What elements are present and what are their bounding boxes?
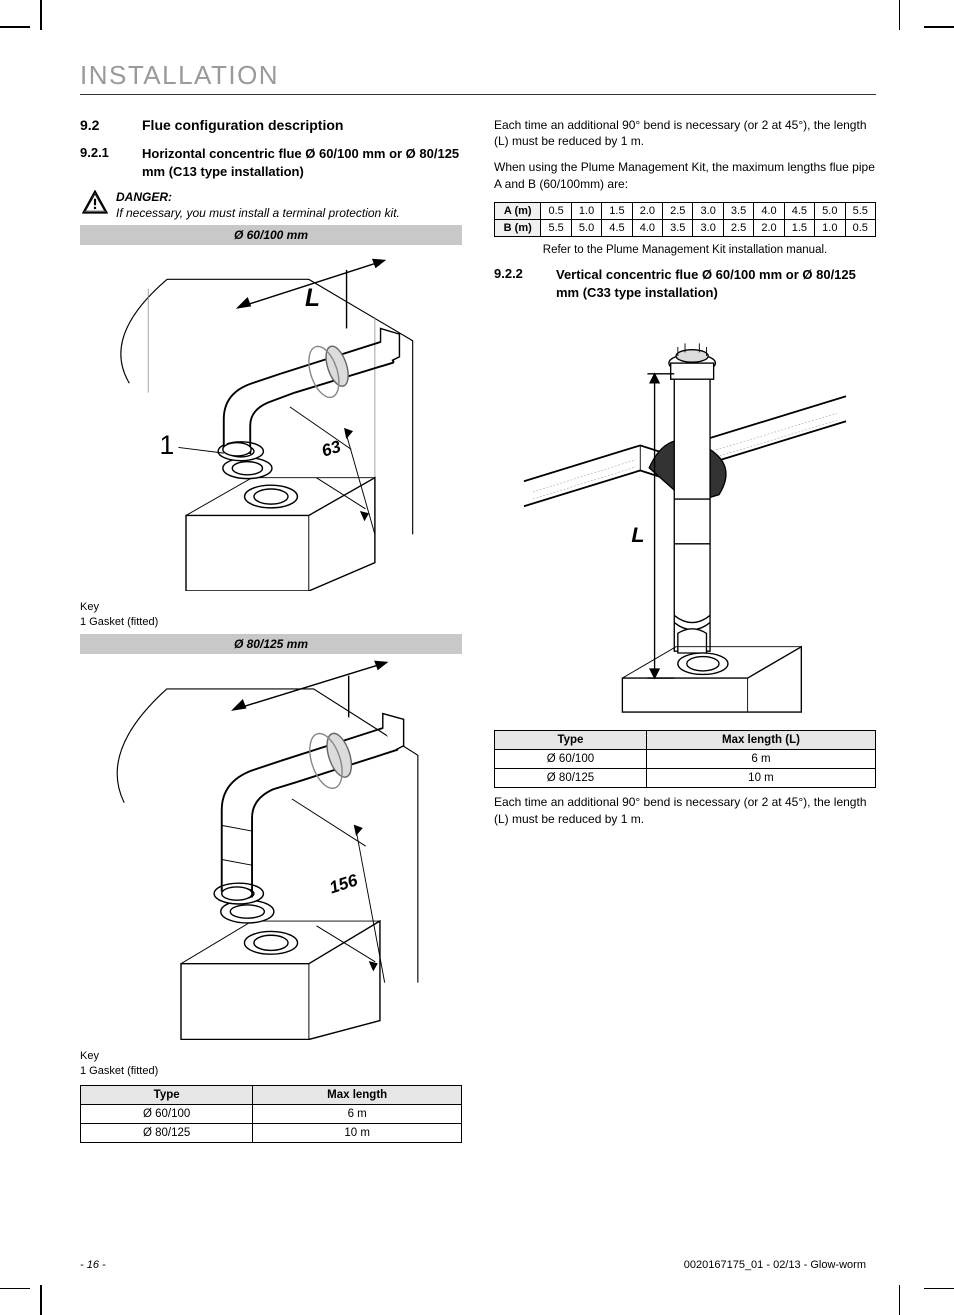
table-row: Ø 80/125 10 m	[81, 1123, 462, 1142]
left-column: 9.2 Flue configuration description 9.2.1…	[80, 117, 462, 1149]
diagram-vertical-flue: L	[494, 311, 876, 724]
section-title: Horizontal concentric flue Ø 60/100 mm o…	[142, 145, 462, 180]
key-block: Key 1 Gasket (fitted)	[80, 600, 462, 630]
page-title: INSTALLATION	[80, 60, 876, 95]
key-item: 1 Gasket (fitted)	[80, 615, 462, 630]
refer-text: Refer to the Plume Management Kit instal…	[494, 243, 876, 259]
th-type: Type	[81, 1085, 253, 1104]
section-heading-9-2-1: 9.2.1 Horizontal concentric flue Ø 60/10…	[80, 145, 462, 180]
section-number: 9.2	[80, 117, 112, 133]
danger-text: If necessary, you must install a termina…	[116, 206, 400, 220]
callout-1: 1	[160, 430, 175, 460]
dimension-bar-60-100: Ø 60/100 mm	[80, 225, 462, 245]
table-row: Ø 80/125 10 m	[495, 769, 876, 788]
crop-mark	[899, 0, 901, 30]
ab-lengths-table: A (m) 0.5 1.0 1.5 2.0 2.5 3.0 3.5 4.0 4.…	[494, 202, 876, 237]
key-item: 1 Gasket (fitted)	[80, 1064, 462, 1079]
key-label: Key	[80, 1049, 462, 1064]
key-block: Key 1 Gasket (fitted)	[80, 1049, 462, 1079]
section-heading-9-2-2: 9.2.2 Vertical concentric flue Ø 60/100 …	[494, 266, 876, 301]
key-label: Key	[80, 600, 462, 615]
crop-mark	[40, 1285, 42, 1315]
warning-triangle-icon	[82, 190, 108, 221]
page-number: - 16 -	[80, 1259, 106, 1271]
section-number: 9.2.1	[80, 145, 112, 180]
label-63: 63	[319, 437, 343, 461]
diagram-horizontal-80-125: 156	[80, 654, 462, 1047]
right-column: Each time an additional 90° bend is nece…	[494, 117, 876, 1149]
crop-mark	[0, 1288, 30, 1290]
section-number: 9.2.2	[494, 266, 526, 301]
section-title: Flue configuration description	[142, 117, 343, 133]
section-heading-9-2: 9.2 Flue configuration description	[80, 117, 462, 133]
label-L: L	[631, 523, 644, 547]
dimension-bar-80-125: Ø 80/125 mm	[80, 634, 462, 654]
type-maxlength-table-left: Type Max length Ø 60/100 6 m Ø 80/125 10…	[80, 1085, 462, 1143]
doc-reference: 0020167175_01 - 02/13 - Glow-worm	[684, 1259, 866, 1271]
type-maxlength-table-right: Type Max length (L) Ø 60/100 6 m Ø 80/12…	[494, 730, 876, 788]
crop-mark	[0, 26, 30, 28]
danger-callout: DANGER: If necessary, you must install a…	[80, 190, 462, 221]
th-maxlength: Max length	[253, 1085, 462, 1104]
table-row: A (m) 0.5 1.0 1.5 2.0 2.5 3.0 3.5 4.0 4.…	[495, 202, 876, 219]
paragraph: Each time an additional 90° bend is nece…	[494, 794, 876, 826]
paragraph: When using the Plume Management Kit, the…	[494, 159, 876, 191]
th-type: Type	[495, 731, 647, 750]
label-L: L	[305, 285, 320, 312]
section-title: Vertical concentric flue Ø 60/100 mm or …	[556, 266, 876, 301]
crop-mark	[40, 0, 42, 30]
th-maxlength: Max length (L)	[646, 731, 875, 750]
table-row: Ø 60/100 6 m	[81, 1104, 462, 1123]
crop-mark	[924, 26, 954, 28]
label-156: 156	[327, 870, 360, 897]
table-row: B (m) 5.5 5.0 4.5 4.0 3.5 3.0 2.5 2.0 1.…	[495, 219, 876, 236]
table-row: Ø 60/100 6 m	[495, 750, 876, 769]
page-footer: - 16 - 0020167175_01 - 02/13 - Glow-worm	[80, 1259, 866, 1271]
crop-mark	[924, 1288, 954, 1290]
crop-mark	[899, 1285, 901, 1315]
diagram-horizontal-60-100: L 63 1	[80, 245, 462, 598]
paragraph: Each time an additional 90° bend is nece…	[494, 117, 876, 149]
danger-label: DANGER:	[116, 190, 400, 206]
